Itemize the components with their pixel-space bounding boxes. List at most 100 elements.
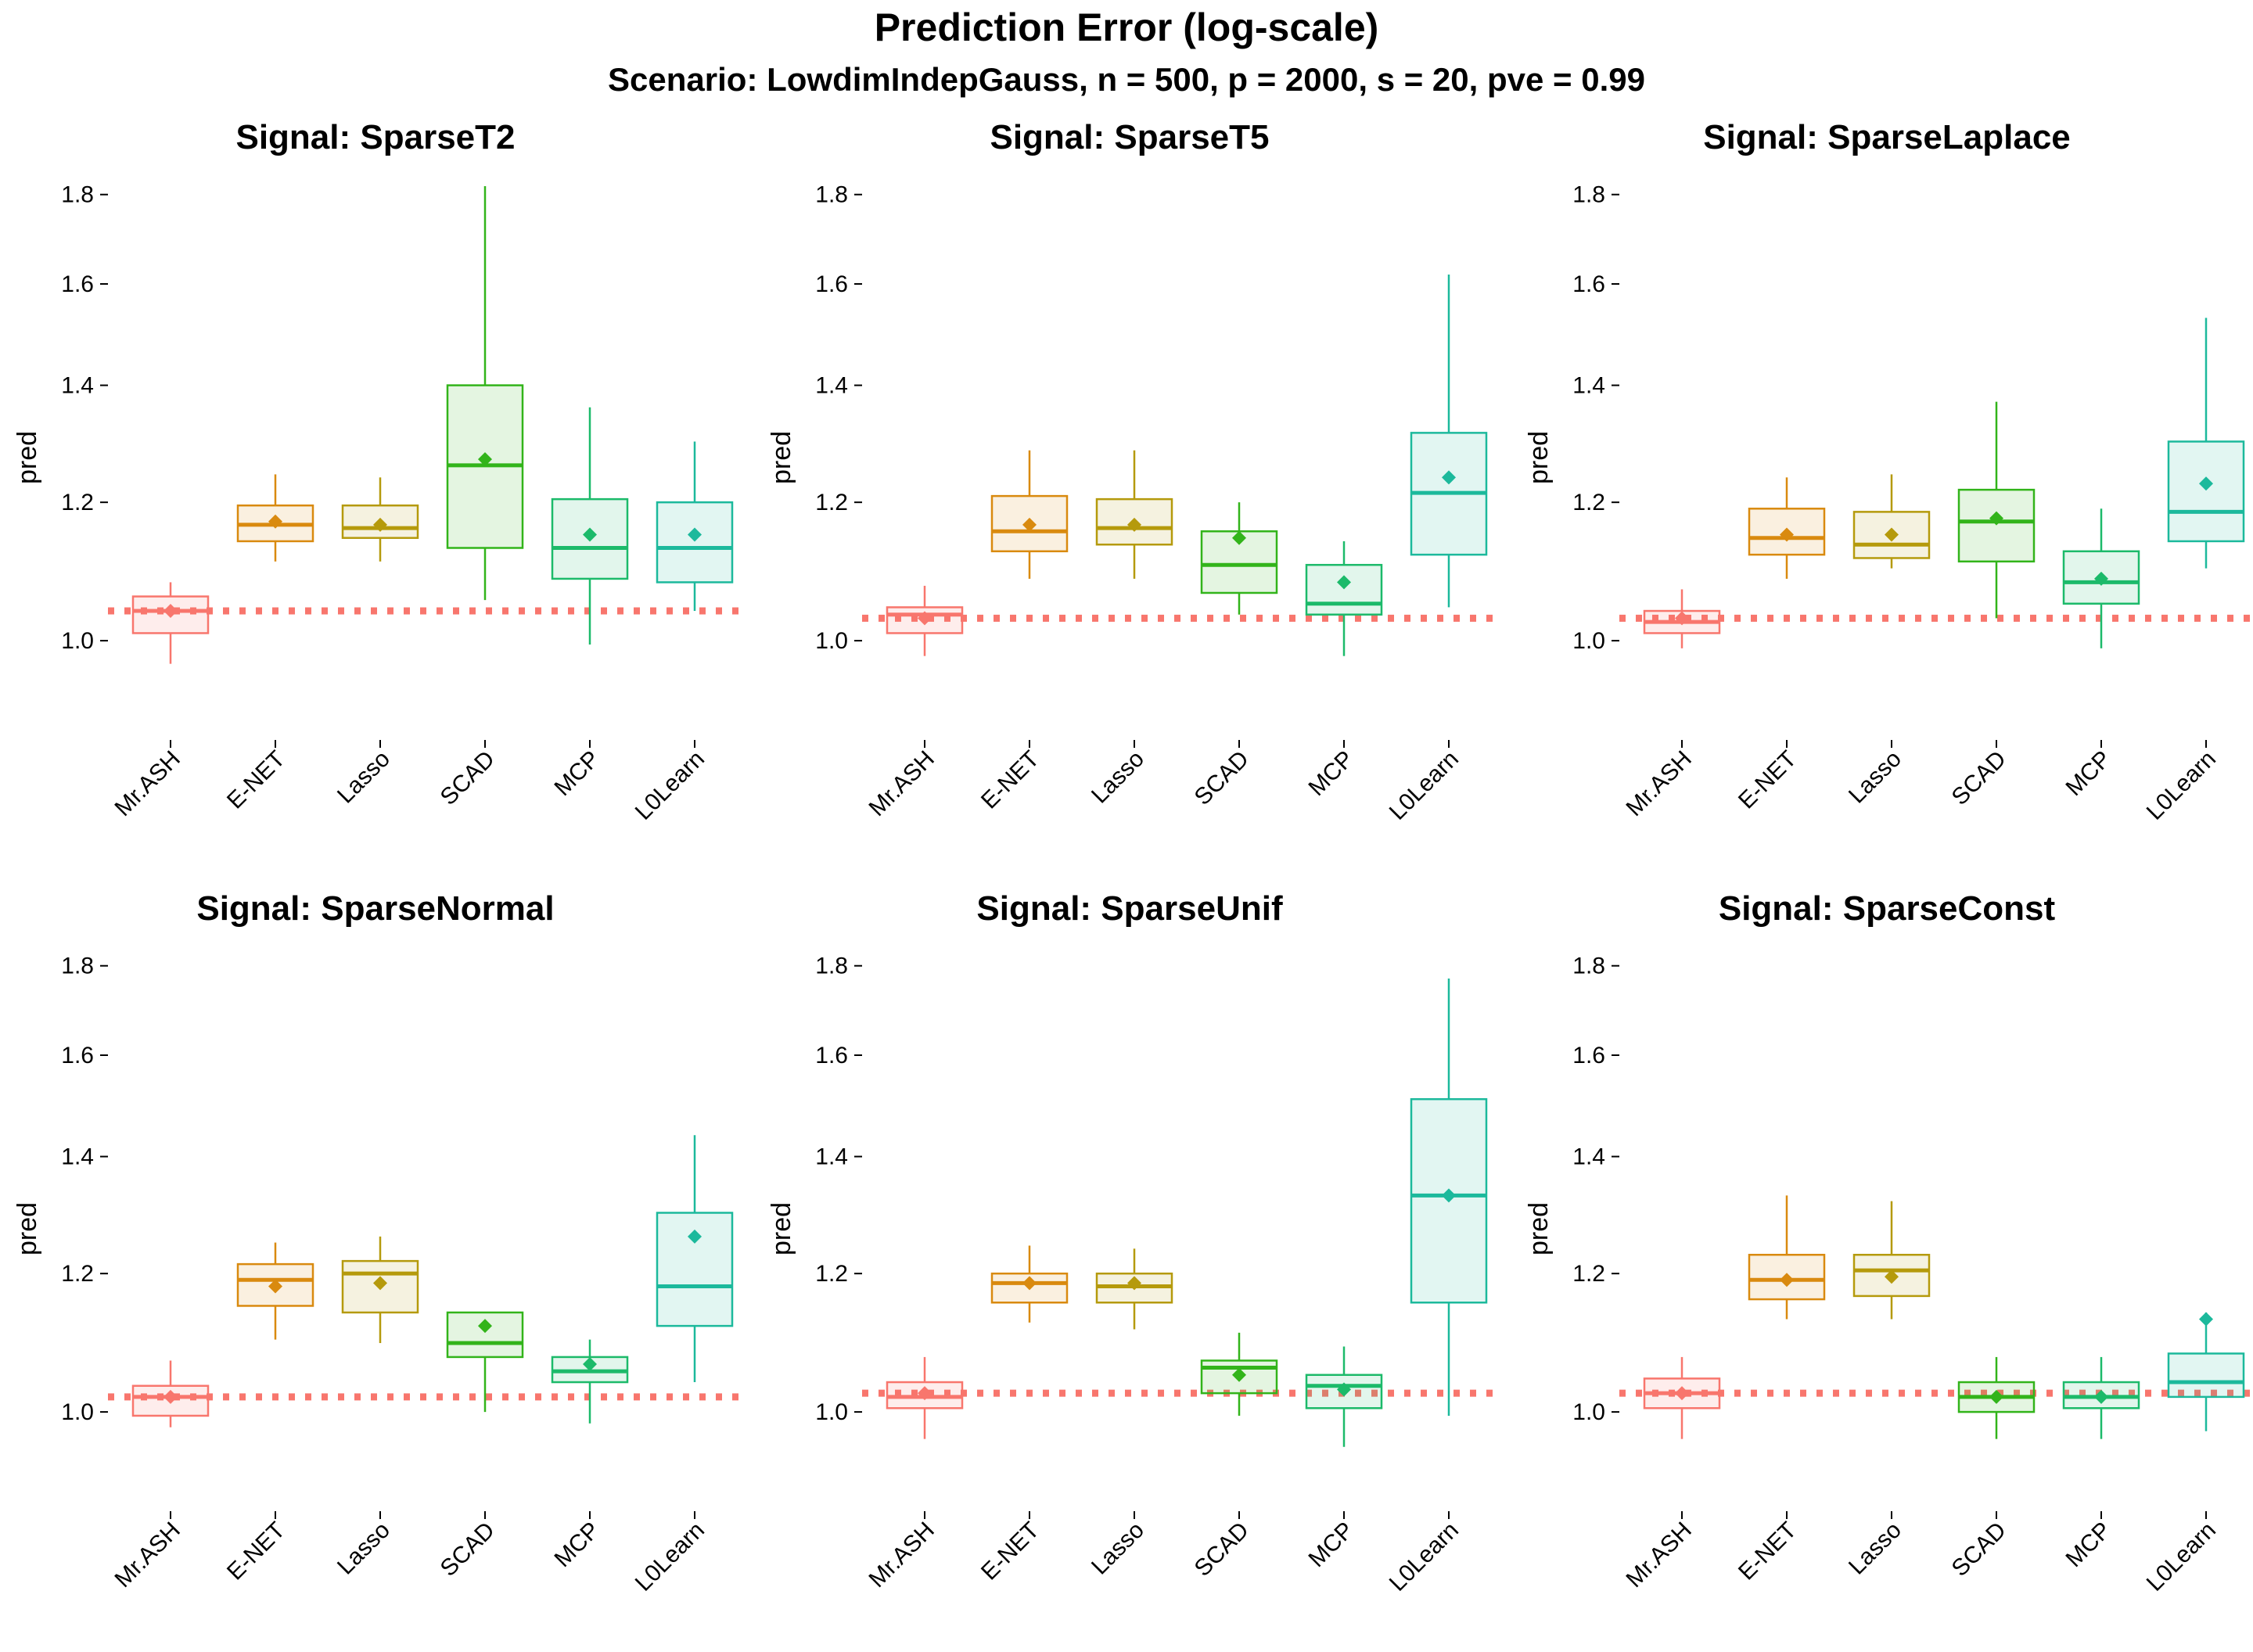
x-tick-label: Lasso bbox=[1844, 746, 1906, 809]
mean-marker bbox=[688, 527, 702, 542]
x-tick-label: MCP bbox=[549, 1517, 604, 1572]
y-tick-label: 1.6 bbox=[815, 271, 848, 297]
y-tick-label: 1.4 bbox=[815, 1144, 848, 1170]
mean-marker bbox=[2094, 571, 2108, 586]
mean-marker bbox=[373, 1276, 387, 1291]
mean-marker bbox=[478, 1319, 492, 1334]
x-tick-label: E-NET bbox=[1734, 1517, 1802, 1586]
y-axis-label: pred bbox=[767, 1202, 796, 1255]
chart-subtitle: Scenario: LowdimIndepGauss, n = 500, p =… bbox=[608, 61, 1645, 98]
mean-marker bbox=[1022, 1276, 1037, 1291]
y-tick-label: 1.0 bbox=[61, 628, 94, 654]
y-axis-label: pred bbox=[13, 1202, 42, 1255]
x-tick-label: L0Learn bbox=[1385, 1517, 1464, 1596]
x-tick-label: MCP bbox=[2061, 746, 2115, 801]
y-tick-label: 1.8 bbox=[61, 182, 94, 208]
x-tick-label: L0Learn bbox=[631, 746, 710, 825]
mean-marker bbox=[1337, 575, 1351, 590]
x-tick-label: E-NET bbox=[976, 746, 1044, 814]
y-tick-label: 1.0 bbox=[1572, 628, 1605, 654]
panel-title: Signal: SparseConst bbox=[1719, 889, 2056, 928]
x-tick-label: L0Learn bbox=[2142, 746, 2221, 825]
y-tick-label: 1.8 bbox=[815, 953, 848, 979]
mean-marker bbox=[918, 1386, 932, 1401]
panel-title: Signal: SparseUnif bbox=[976, 889, 1283, 928]
y-tick-label: 1.0 bbox=[1572, 1399, 1605, 1425]
mean-marker bbox=[373, 517, 387, 532]
box-iqr bbox=[2167, 440, 2245, 543]
y-tick-label: 1.8 bbox=[1572, 182, 1605, 208]
mean-marker bbox=[1885, 527, 1899, 542]
mean-marker bbox=[1780, 1273, 1794, 1287]
mean-marker bbox=[1127, 1276, 1141, 1291]
x-tick-label: L0Learn bbox=[631, 1517, 710, 1596]
x-tick-label: Lasso bbox=[1087, 746, 1149, 809]
x-tick-label: SCAD bbox=[1190, 1517, 1254, 1582]
mean-marker bbox=[918, 611, 932, 626]
y-axis-label: pred bbox=[767, 431, 796, 484]
x-tick-label: E-NET bbox=[976, 1517, 1044, 1586]
y-tick-label: 1.8 bbox=[1572, 953, 1605, 979]
mean-marker bbox=[1442, 1188, 1456, 1203]
panel-title: Signal: SparseNormal bbox=[196, 889, 554, 928]
x-tick-label: Mr.ASH bbox=[110, 746, 185, 821]
mean-marker bbox=[1232, 1367, 1246, 1382]
x-tick-label: SCAD bbox=[436, 1517, 500, 1582]
y-tick-label: 1.4 bbox=[1572, 1144, 1605, 1170]
mean-marker bbox=[163, 604, 178, 619]
x-tick-label: Lasso bbox=[1087, 1517, 1149, 1580]
mean-marker bbox=[1885, 1270, 1899, 1284]
mean-marker bbox=[583, 1356, 597, 1371]
y-tick-label: 1.2 bbox=[61, 1261, 94, 1287]
x-tick-label: E-NET bbox=[1734, 746, 1802, 814]
mean-marker bbox=[2199, 476, 2213, 491]
x-tick-label: Mr.ASH bbox=[1622, 1517, 1697, 1593]
y-tick-label: 1.8 bbox=[815, 182, 848, 208]
y-tick-label: 1.0 bbox=[61, 1399, 94, 1425]
mean-marker bbox=[1022, 517, 1037, 532]
y-tick-label: 1.0 bbox=[815, 1399, 848, 1425]
mean-marker bbox=[583, 527, 597, 542]
x-tick-label: Mr.ASH bbox=[1622, 746, 1697, 821]
y-tick-label: 1.2 bbox=[1572, 1261, 1605, 1287]
mean-marker bbox=[1127, 517, 1141, 532]
y-tick-label: 1.6 bbox=[61, 1043, 94, 1068]
x-tick-label: L0Learn bbox=[2142, 1517, 2221, 1596]
mean-marker bbox=[688, 1229, 702, 1244]
y-tick-label: 1.8 bbox=[61, 953, 94, 979]
y-tick-label: 1.4 bbox=[1572, 373, 1605, 399]
mean-marker bbox=[478, 452, 492, 467]
box-iqr bbox=[341, 504, 419, 539]
mean-marker bbox=[1780, 527, 1794, 542]
panel-title: Signal: SparseT5 bbox=[990, 118, 1269, 156]
y-axis-label: pred bbox=[13, 431, 42, 484]
x-tick-label: Mr.ASH bbox=[864, 1517, 940, 1593]
x-tick-label: MCP bbox=[1303, 1517, 1358, 1572]
mean-marker bbox=[2094, 1389, 2108, 1404]
y-tick-label: 1.4 bbox=[61, 1144, 94, 1170]
x-tick-label: Lasso bbox=[332, 1517, 395, 1580]
y-tick-label: 1.2 bbox=[815, 1261, 848, 1287]
mean-marker bbox=[163, 1389, 178, 1404]
box-iqr bbox=[2167, 1352, 2245, 1399]
x-tick-label: MCP bbox=[2061, 1517, 2115, 1572]
y-tick-label: 1.6 bbox=[815, 1043, 848, 1068]
x-tick-label: SCAD bbox=[436, 746, 500, 810]
box-iqr bbox=[1957, 488, 2036, 563]
box-iqr bbox=[656, 501, 734, 584]
x-tick-label: L0Learn bbox=[1385, 746, 1464, 825]
y-tick-label: 1.2 bbox=[61, 490, 94, 515]
x-tick-label: MCP bbox=[549, 746, 604, 801]
mean-marker bbox=[2199, 1312, 2213, 1327]
y-tick-label: 1.6 bbox=[1572, 271, 1605, 297]
box-iqr bbox=[551, 497, 629, 580]
y-tick-label: 1.4 bbox=[61, 373, 94, 399]
x-tick-label: Mr.ASH bbox=[864, 746, 940, 821]
y-tick-label: 1.2 bbox=[815, 490, 848, 515]
mean-marker bbox=[1675, 611, 1689, 626]
y-tick-label: 1.0 bbox=[815, 628, 848, 654]
y-axis-label: pred bbox=[1524, 431, 1554, 484]
panel-title: Signal: SparseLaplace bbox=[1703, 118, 2071, 156]
y-tick-label: 1.6 bbox=[1572, 1043, 1605, 1068]
